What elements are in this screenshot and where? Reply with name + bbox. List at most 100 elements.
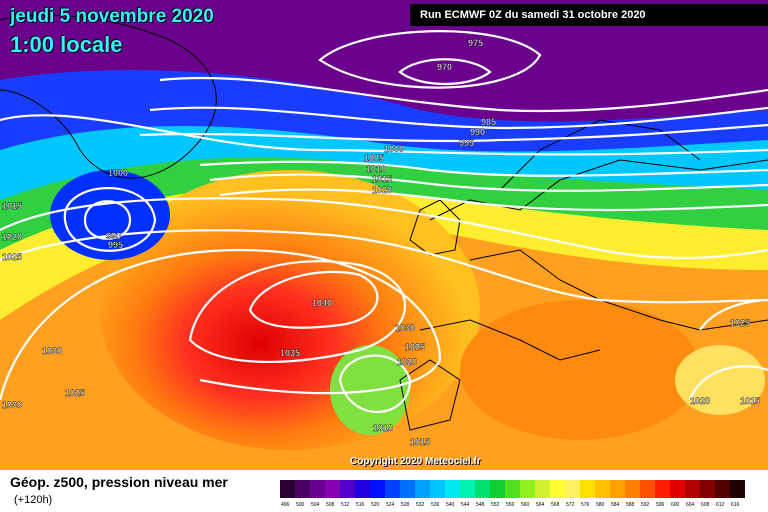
isobar-1020 [0, 197, 768, 259]
legend-swatch [505, 480, 520, 498]
isobar-label: 1015 [410, 437, 430, 447]
isobar-label: 1015 [372, 174, 392, 184]
isobar-1040 [248, 270, 379, 329]
legend-swatch [415, 480, 430, 498]
legend-swatch [565, 480, 580, 498]
isobar-label: 1010 [373, 423, 393, 433]
isobar-970 [398, 58, 492, 86]
legend-swatch [370, 480, 385, 498]
isobar-label: 1030 [42, 346, 62, 356]
isobar-990 [149, 106, 768, 130]
isobar-label: 1040 [312, 298, 332, 308]
low-pressure-blob-iceland [50, 170, 170, 260]
warm-blob-mediterranean [460, 300, 700, 440]
legend-swatch [400, 480, 415, 498]
legend-swatch [445, 480, 460, 498]
legend-tick-label: 508 [326, 502, 335, 508]
legend-tick-label: 528 [401, 502, 410, 508]
legend-tick-label: 540 [446, 502, 455, 508]
legend-tick-label: 500 [296, 502, 305, 508]
legend-swatch [730, 480, 745, 498]
legend-swatch [550, 480, 565, 498]
legend-swatch [580, 480, 595, 498]
isobar-label: 995 [459, 138, 474, 148]
legend-tick-label: 556 [506, 502, 515, 508]
isobar-label: 1010 [366, 164, 386, 174]
legend-swatch [700, 480, 715, 498]
legend-tick-label: 612 [716, 502, 725, 508]
legend-tick-label: 496 [281, 502, 290, 508]
isobar-label: 970 [437, 62, 452, 72]
legend-swatch [595, 480, 610, 498]
isobar-label: 985 [481, 117, 496, 127]
legend-swatch [535, 480, 550, 498]
isobar-1030 [0, 248, 442, 401]
legend-swatch [490, 480, 505, 498]
isobar-low-iceland [83, 200, 132, 240]
legend-tick-label: 596 [656, 502, 665, 508]
legend-tick-label: 588 [626, 502, 635, 508]
isobar-label: 1000 [384, 144, 404, 154]
isobar-label: 1020 [690, 396, 710, 406]
isobar-labels: 975 970 985 990 995 1000 1005 1010 1015 … [2, 38, 760, 447]
legend-tick-label: 616 [731, 502, 740, 508]
legend-tick-label: 512 [341, 502, 350, 508]
isobar-1035 [188, 260, 407, 363]
map-subtitle: (+120h) [14, 494, 53, 506]
legend-swatch [355, 480, 370, 498]
isobars [0, 30, 768, 413]
isobar-label: 1005 [364, 153, 384, 163]
legend-swatch [310, 480, 325, 498]
legend-tick-label: 580 [596, 502, 605, 508]
coastline-scandinavia [499, 119, 701, 191]
isobar-1010 [209, 173, 768, 192]
isobar-iberia [338, 354, 412, 413]
isobar-1025-east [688, 298, 768, 401]
copyright-text: Copyright 2020 Meteociel.fr [350, 456, 481, 467]
legend-tick-label: 568 [551, 502, 560, 508]
forecast-time: 1:00 locale [10, 32, 123, 57]
legend-tick-label: 564 [536, 502, 545, 508]
legend-tick-label: 608 [701, 502, 710, 508]
legend-swatch [325, 480, 340, 498]
isobar-label: 1015 [2, 201, 22, 211]
legend-swatch [520, 480, 535, 498]
legend-tick-label: 560 [521, 502, 530, 508]
legend-swatch [430, 480, 445, 498]
legend-tick-label: 524 [386, 502, 395, 508]
isobar-label: 1030 [2, 400, 22, 410]
isobar-label: 1015 [740, 396, 760, 406]
legend-swatch [715, 480, 730, 498]
run-info: Run ECMWF 0Z du samedi 31 octobre 2020 [410, 4, 768, 26]
isobar-label: 975 [468, 38, 483, 48]
cold-blob-greece [675, 345, 765, 415]
legend-tick-label: 552 [491, 502, 500, 508]
isobar-label: 1025 [2, 252, 22, 262]
legend-swatch [625, 480, 640, 498]
isobar-label: 1020 [397, 357, 417, 367]
legend-tick-label: 504 [311, 502, 320, 508]
isobar-label: 990 [470, 127, 485, 137]
legend-swatch [340, 480, 355, 498]
legend-tick-label: 536 [431, 502, 440, 508]
legend-swatch [475, 480, 490, 498]
isobar-1005 [199, 160, 768, 177]
isobar-label: 1020 [2, 232, 22, 242]
isobar-975 [318, 30, 542, 89]
isobar-label: 995 [108, 240, 123, 250]
legend-swatch [655, 480, 670, 498]
legend-swatch [640, 480, 655, 498]
isobar-1015 [219, 188, 768, 212]
isobar-label: 1035 [280, 348, 300, 358]
legend-tick-label: 584 [611, 502, 620, 508]
legend-swatch [460, 480, 475, 498]
legend-swatch [385, 480, 400, 498]
isobar-label: 1025 [730, 318, 750, 328]
map-title: Géop. z500, pression niveau mer [10, 474, 228, 490]
legend-tick-label: 548 [476, 502, 485, 508]
isobar-label: 1020 [372, 185, 392, 195]
legend-swatch [670, 480, 685, 498]
legend-tick-label: 544 [461, 502, 470, 508]
legend-tick-label: 600 [671, 502, 680, 508]
